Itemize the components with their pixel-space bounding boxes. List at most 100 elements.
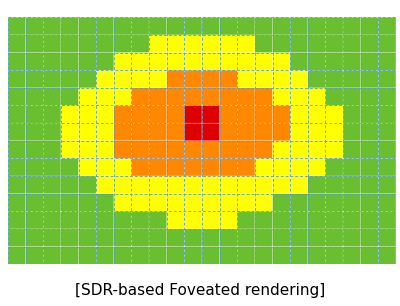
- FancyBboxPatch shape: [61, 88, 78, 105]
- FancyBboxPatch shape: [44, 35, 61, 52]
- FancyBboxPatch shape: [167, 247, 184, 264]
- FancyBboxPatch shape: [96, 211, 114, 229]
- FancyBboxPatch shape: [96, 17, 114, 35]
- FancyBboxPatch shape: [79, 88, 96, 105]
- FancyBboxPatch shape: [378, 194, 396, 211]
- FancyBboxPatch shape: [326, 176, 343, 193]
- FancyBboxPatch shape: [184, 229, 202, 246]
- FancyBboxPatch shape: [273, 88, 290, 105]
- FancyBboxPatch shape: [378, 229, 396, 246]
- FancyBboxPatch shape: [273, 229, 290, 246]
- FancyBboxPatch shape: [114, 229, 131, 246]
- FancyBboxPatch shape: [44, 17, 61, 35]
- FancyBboxPatch shape: [114, 53, 131, 70]
- FancyBboxPatch shape: [61, 123, 78, 140]
- FancyBboxPatch shape: [96, 159, 114, 176]
- FancyBboxPatch shape: [378, 159, 396, 176]
- FancyBboxPatch shape: [44, 229, 61, 246]
- FancyBboxPatch shape: [202, 17, 220, 35]
- FancyBboxPatch shape: [184, 88, 202, 105]
- FancyBboxPatch shape: [96, 176, 114, 193]
- FancyBboxPatch shape: [378, 123, 396, 140]
- FancyBboxPatch shape: [26, 229, 43, 246]
- FancyBboxPatch shape: [378, 247, 396, 264]
- FancyBboxPatch shape: [220, 159, 237, 176]
- FancyBboxPatch shape: [308, 88, 325, 105]
- FancyBboxPatch shape: [361, 17, 378, 35]
- FancyBboxPatch shape: [220, 194, 237, 211]
- FancyBboxPatch shape: [361, 53, 378, 70]
- FancyBboxPatch shape: [238, 70, 255, 88]
- FancyBboxPatch shape: [96, 35, 114, 52]
- FancyBboxPatch shape: [238, 35, 255, 52]
- FancyBboxPatch shape: [378, 35, 396, 52]
- FancyBboxPatch shape: [184, 194, 202, 211]
- FancyBboxPatch shape: [378, 176, 396, 193]
- FancyBboxPatch shape: [326, 159, 343, 176]
- FancyBboxPatch shape: [343, 70, 360, 88]
- FancyBboxPatch shape: [308, 211, 325, 229]
- FancyBboxPatch shape: [255, 53, 272, 70]
- FancyBboxPatch shape: [149, 211, 166, 229]
- FancyBboxPatch shape: [361, 106, 378, 123]
- FancyBboxPatch shape: [132, 141, 149, 158]
- FancyBboxPatch shape: [61, 159, 78, 176]
- FancyBboxPatch shape: [149, 229, 166, 246]
- FancyBboxPatch shape: [290, 17, 308, 35]
- FancyBboxPatch shape: [132, 159, 149, 176]
- FancyBboxPatch shape: [202, 35, 220, 52]
- FancyBboxPatch shape: [361, 159, 378, 176]
- FancyBboxPatch shape: [44, 159, 61, 176]
- FancyBboxPatch shape: [290, 229, 308, 246]
- FancyBboxPatch shape: [273, 17, 290, 35]
- FancyBboxPatch shape: [167, 229, 184, 246]
- FancyBboxPatch shape: [149, 141, 166, 158]
- FancyBboxPatch shape: [255, 247, 272, 264]
- FancyBboxPatch shape: [8, 106, 26, 123]
- FancyBboxPatch shape: [79, 53, 96, 70]
- FancyBboxPatch shape: [79, 176, 96, 193]
- FancyBboxPatch shape: [79, 141, 96, 158]
- FancyBboxPatch shape: [361, 141, 378, 158]
- FancyBboxPatch shape: [202, 70, 220, 88]
- FancyBboxPatch shape: [326, 229, 343, 246]
- FancyBboxPatch shape: [132, 247, 149, 264]
- FancyBboxPatch shape: [26, 141, 43, 158]
- FancyBboxPatch shape: [326, 211, 343, 229]
- FancyBboxPatch shape: [167, 123, 184, 140]
- FancyBboxPatch shape: [132, 70, 149, 88]
- FancyBboxPatch shape: [96, 70, 114, 88]
- FancyBboxPatch shape: [343, 17, 360, 35]
- FancyBboxPatch shape: [290, 141, 308, 158]
- FancyBboxPatch shape: [238, 141, 255, 158]
- FancyBboxPatch shape: [238, 88, 255, 105]
- FancyBboxPatch shape: [202, 247, 220, 264]
- FancyBboxPatch shape: [132, 35, 149, 52]
- FancyBboxPatch shape: [114, 17, 131, 35]
- FancyBboxPatch shape: [308, 17, 325, 35]
- FancyBboxPatch shape: [114, 35, 131, 52]
- FancyBboxPatch shape: [167, 194, 184, 211]
- FancyBboxPatch shape: [96, 123, 114, 140]
- FancyBboxPatch shape: [273, 106, 290, 123]
- FancyBboxPatch shape: [8, 35, 26, 52]
- FancyBboxPatch shape: [290, 211, 308, 229]
- FancyBboxPatch shape: [26, 17, 43, 35]
- FancyBboxPatch shape: [132, 229, 149, 246]
- FancyBboxPatch shape: [149, 17, 166, 35]
- FancyBboxPatch shape: [361, 247, 378, 264]
- FancyBboxPatch shape: [220, 17, 237, 35]
- FancyBboxPatch shape: [184, 176, 202, 193]
- FancyBboxPatch shape: [273, 194, 290, 211]
- FancyBboxPatch shape: [361, 229, 378, 246]
- FancyBboxPatch shape: [44, 176, 61, 193]
- FancyBboxPatch shape: [8, 53, 26, 70]
- FancyBboxPatch shape: [290, 106, 308, 123]
- FancyBboxPatch shape: [149, 88, 166, 105]
- FancyBboxPatch shape: [326, 106, 343, 123]
- FancyBboxPatch shape: [8, 17, 26, 35]
- FancyBboxPatch shape: [61, 229, 78, 246]
- FancyBboxPatch shape: [61, 17, 78, 35]
- FancyBboxPatch shape: [96, 141, 114, 158]
- FancyBboxPatch shape: [8, 194, 26, 211]
